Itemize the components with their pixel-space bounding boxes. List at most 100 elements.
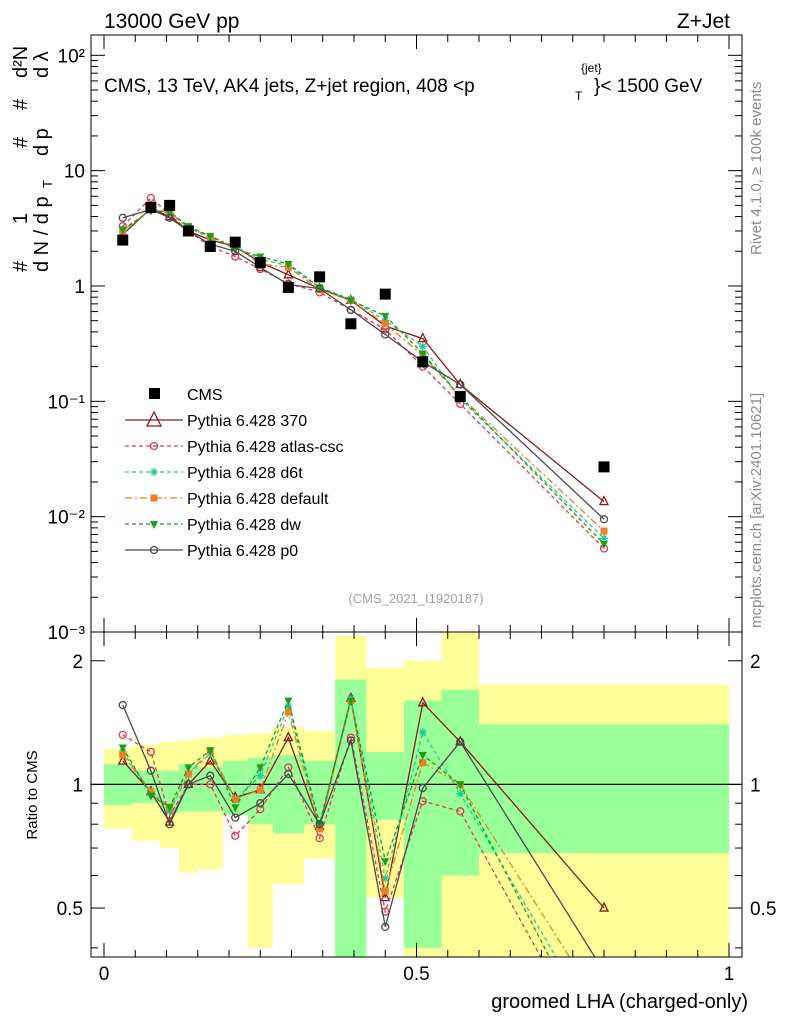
band-inner: [335, 679, 367, 957]
series-marker: [315, 833, 324, 843]
ratio-bands: [104, 632, 729, 957]
band-inner: [366, 751, 404, 820]
series-pythia-6-428-370: [117, 202, 610, 506]
y-tick-label: 1: [74, 277, 85, 298]
ratio-frame: [90, 631, 743, 958]
series-marker: [231, 795, 239, 803]
cms-data-point: [379, 288, 391, 300]
series-marker: [456, 807, 465, 816]
series-marker: [256, 771, 265, 780]
top-ylabel-part: d N / d p: [31, 196, 53, 272]
main-series: [117, 193, 610, 553]
series-marker: [184, 780, 193, 789]
series-marker: [145, 410, 163, 427]
top-ylabel-part: d²N: [10, 46, 32, 78]
ratio-ylabel: Ratio to CMS: [24, 750, 41, 839]
series-marker: [418, 751, 427, 760]
series-marker: [150, 468, 158, 476]
series-marker: [456, 789, 465, 798]
series-marker: [284, 261, 293, 270]
ratio-line: [122, 698, 551, 957]
rivet-label: Rivet 4.1.0, ≥ 100k events: [748, 82, 765, 255]
top-ylabel-part: #: [10, 260, 32, 272]
series-marker: [417, 696, 428, 707]
series-marker: [118, 744, 127, 753]
series-marker: [117, 754, 128, 765]
series-marker: [146, 792, 155, 801]
series-marker: [165, 213, 174, 222]
series-marker: [418, 350, 427, 359]
plot-title: CMS, 13 TeV, AK4 jets, Z+jet region, 408…: [104, 61, 703, 103]
band-inner: [479, 724, 729, 854]
ratio-line: [122, 704, 596, 957]
series-marker: [146, 193, 156, 203]
top-ylabel-part: d λ: [31, 51, 53, 78]
cms-data-point: [314, 271, 326, 283]
ratio-line: [122, 698, 557, 957]
legend: CMS Pythia 6.428 370 Pythia 6.428 atlas-cs…: [125, 387, 344, 560]
series-line: [122, 209, 605, 545]
cms-data-point: [454, 391, 466, 403]
ratio-series: [117, 691, 610, 975]
plot-title-part: CMS, 13 TeV, AK4 jets, Z+jet region, 408…: [104, 76, 475, 97]
y-tick-label: 10⁻¹: [48, 392, 86, 413]
series-line: [122, 208, 605, 532]
series-marker: [284, 769, 293, 779]
y-tick-label: 10⁻³: [48, 623, 86, 644]
series-marker: [256, 805, 265, 814]
series-marker: [598, 495, 610, 506]
series-marker: [346, 697, 355, 706]
series-marker: [601, 968, 608, 975]
series-marker: [206, 780, 215, 789]
series-marker: [146, 766, 156, 775]
series-marker: [456, 737, 465, 746]
x-tick-label: 1: [724, 964, 735, 985]
series-marker: [149, 545, 159, 555]
top-ylabel-part: 1: [10, 213, 32, 224]
series-marker: [256, 786, 264, 794]
series-marker: [284, 697, 293, 706]
series-marker: [599, 515, 609, 524]
series-marker: [146, 747, 156, 757]
plot-title-part: {jet}: [581, 61, 602, 75]
series-marker: [184, 770, 192, 778]
cms-data-point: [229, 236, 241, 248]
band-inner: [404, 700, 442, 948]
series-marker: [206, 233, 215, 242]
cms-data-point: [117, 234, 129, 246]
series-marker: [118, 226, 127, 235]
ratio-line: [122, 700, 571, 957]
series-marker: [315, 820, 324, 829]
series-marker: [380, 891, 391, 902]
cms-data-point: [598, 461, 610, 473]
series-marker: [418, 728, 427, 737]
legend-swatch: [149, 388, 160, 399]
series-marker: [381, 330, 390, 339]
series-marker: [600, 527, 608, 535]
series-marker: [150, 521, 158, 529]
top-ylabel-part: d p: [31, 128, 53, 156]
series-marker: [205, 754, 216, 765]
series-marker: [165, 820, 174, 829]
y-tick-label: 10: [64, 162, 85, 183]
cms-data-point: [345, 318, 357, 330]
cms-data-point: [204, 240, 216, 252]
ratio-y-tick-label-right: 1: [750, 775, 761, 796]
series-marker: [149, 441, 159, 451]
axes-ticks: 10⁻³ 10⁻² 10⁻¹ 1 10 10² 0.5 0.5 1 1 2 2 0 0.5 1: [48, 35, 776, 985]
cms-data-point: [417, 356, 429, 368]
cms-data-point: [164, 199, 176, 211]
top-ylabel-part: T: [40, 180, 55, 188]
series-marker: [284, 702, 293, 711]
series-marker: [600, 534, 608, 543]
cms-data-point: [282, 282, 294, 294]
ratio-y-tick-label: 0.5: [57, 899, 83, 920]
series-marker: [118, 213, 127, 222]
series-marker: [381, 887, 389, 895]
cms-data-point: [145, 201, 157, 213]
legend-label: CMS: [187, 387, 223, 404]
legend-label: Pythia 6.428 370: [187, 413, 307, 430]
cms-data: [117, 199, 610, 473]
plot-title-part: T: [575, 89, 583, 103]
series-marker: [417, 332, 428, 343]
